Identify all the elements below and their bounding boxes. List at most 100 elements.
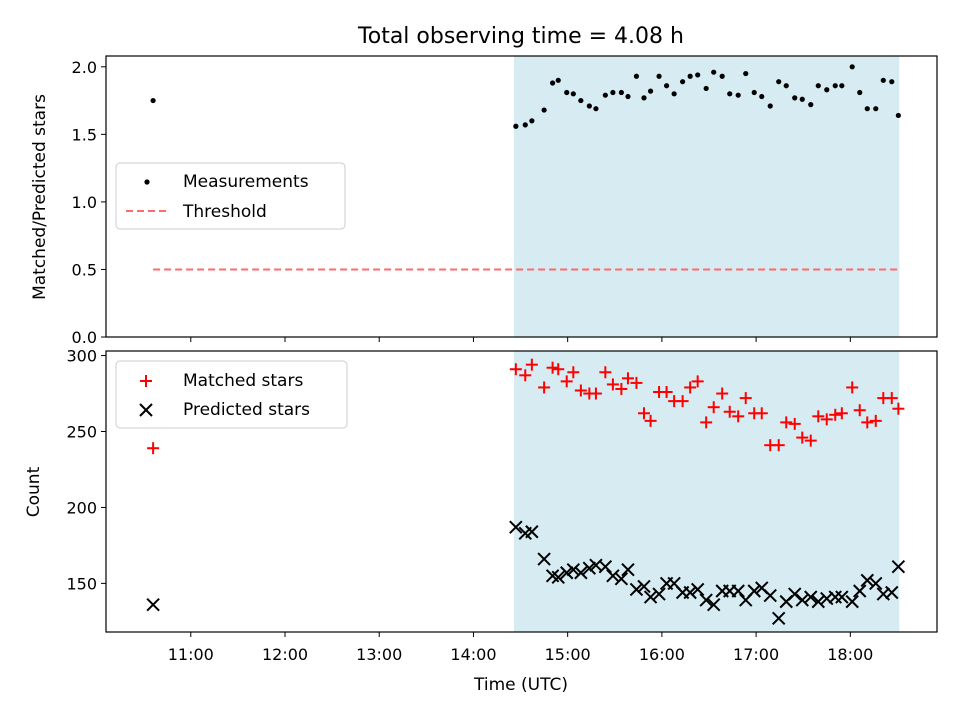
measurements-point [549,80,556,86]
matched-stars-point [525,358,538,371]
measurements-point [564,89,570,96]
predicted-stars-point [629,582,644,597]
count-marks [146,358,906,626]
matched-stars-point [829,408,842,421]
predicted-stars-point [537,552,551,566]
matched-stars-point [676,395,689,408]
matched-stars-point [621,372,634,385]
measurements-point [150,97,156,104]
matched-stars-point [755,407,768,420]
matched-stars-point [644,414,657,427]
matched-stars-point [835,407,848,420]
matched-stars-point [732,410,745,423]
panel-counts: 150 200 250 300 11:00 12:00 13:00 14:00 15:00 16… [24,347,938,695]
measurements-point [513,123,519,129]
predicted-stars-point [699,593,713,607]
legend-matched-marker [140,375,152,387]
counts-y-ticks: 150 200 250 300 [66,347,106,593]
predicted-stars-point [574,566,588,580]
counts-legend: Matched stars Predicted stars [115,360,348,429]
panel-ratio: 0.00.51.01.52.0 Matched/Predicted stars … [30,55,938,347]
predicted-stars-point [652,587,666,601]
measurements-point [857,89,863,96]
y-tick-label: 0.0 [72,328,97,347]
measurements-point [703,85,709,92]
measurements-point [522,122,528,128]
measurements-point [864,106,870,112]
measurements-point [719,73,725,79]
measurements-point [671,91,677,97]
x-tick-label: 16:00 [639,645,685,664]
predicted-stars-point [853,584,867,598]
predicted-stars-point [643,590,658,604]
predicted-stars-point [683,585,697,600]
matched-stars-point [772,439,785,452]
observing-span-shade [513,351,900,632]
measurements-point [593,106,599,112]
measurements-point [792,95,798,101]
matched-stars-point [684,381,697,394]
legend-predicted-label: Predicted stars [183,400,310,420]
measurements-point [776,79,782,85]
legend-threshold-label: Threshold [182,202,267,222]
x-tick-label: 15:00 [545,645,591,664]
measurements-point [625,93,631,100]
y-tick-label: 2.0 [72,58,97,77]
measurements-point [815,83,821,89]
matched-stars-point [546,361,559,374]
measurements-point [799,96,805,102]
predicted-stars-point [706,597,721,612]
matched-stars-point [509,363,522,376]
matched-stars-point [707,401,720,414]
measurements-point [759,93,765,100]
matched-stars-point [804,434,817,447]
ratio-marks [150,64,901,271]
measurements-point [578,97,584,104]
predicted-stars-point [690,582,705,597]
measurements-point [880,77,886,83]
measurements-point [895,112,901,119]
predicted-stars-point [146,597,160,612]
predicted-stars-point [804,590,818,604]
predicted-stars-point [598,559,613,574]
matched-stars-point [892,402,905,415]
measurements-point [824,87,830,93]
measurements-point [618,89,624,96]
matched-stars-point [812,410,825,423]
predicted-stars-point [509,520,523,534]
measurements-point [711,69,717,75]
predicted-stars-point [860,573,874,588]
measurements-point [767,103,773,109]
measurements-point [727,91,733,97]
measurements-point [687,73,693,79]
predicted-stars-point [891,559,906,574]
measurements-point [695,72,701,78]
matched-stars-point [574,384,587,397]
predicted-stars-point [845,594,859,609]
legend-measurements-label: Measurements [183,172,309,192]
legend-predicted-marker [139,403,153,417]
predicted-stars-point [747,584,761,598]
x-tick-label: 17:00 [733,645,779,664]
matched-stars-point [606,378,619,391]
matched-stars-point [519,369,532,382]
measurements-point [602,92,608,98]
x-tick-label: 14:00 [450,645,496,664]
predicted-stars-point [637,579,651,594]
matched-stars-point [615,382,628,395]
x-tick-label: 18:00 [827,645,873,664]
measurements-point [680,79,686,85]
measurements-point [641,95,647,101]
matched-stars-point [788,417,801,430]
observing-span-shade [513,56,900,337]
y-tick-label: 150 [66,574,97,593]
ratio-legend-box [115,162,346,230]
legend-measurements-marker [144,179,150,185]
matched-stars-point [846,381,859,394]
y-tick-label: 1.5 [72,125,97,144]
panel-counts-frame [105,350,938,633]
measurements-point [743,70,749,77]
matched-stars-point [739,392,752,405]
ratio-legend: Measurements Threshold [115,162,346,230]
